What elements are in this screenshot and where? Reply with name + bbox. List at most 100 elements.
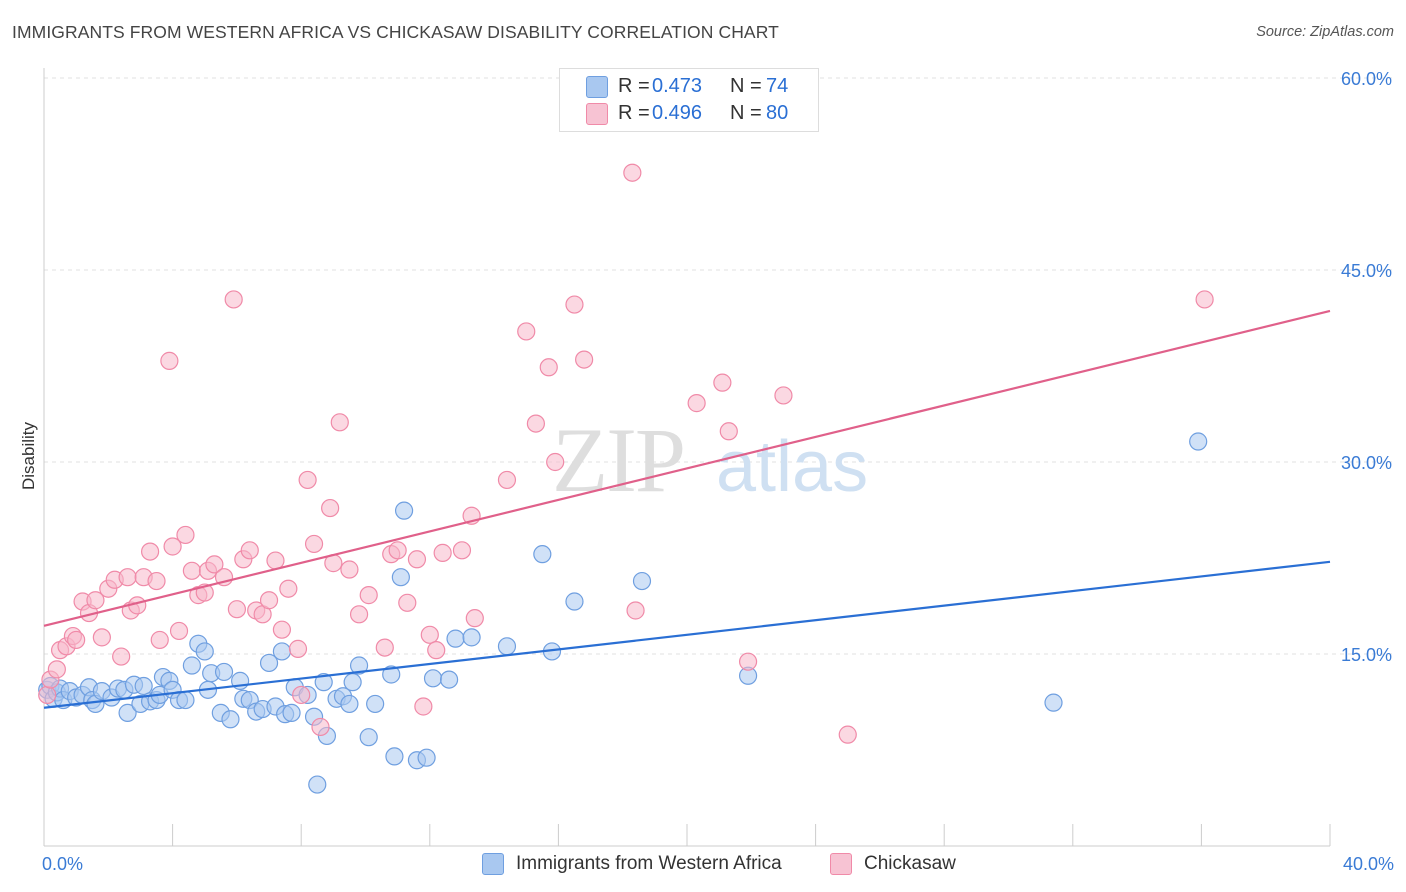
point-western-africa bbox=[423, 669, 443, 688]
legend-r-label: R = bbox=[618, 74, 650, 97]
y-tick-label: 60.0% bbox=[1341, 69, 1392, 89]
point-western-africa bbox=[1044, 693, 1063, 712]
point-western-africa bbox=[439, 670, 459, 689]
point-western-africa bbox=[214, 662, 234, 682]
legend-n-label: N = bbox=[730, 74, 762, 97]
chart-source: Source: ZipAtlas.com bbox=[1256, 24, 1394, 40]
point-chickasaw bbox=[575, 350, 594, 369]
point-chickasaw bbox=[112, 647, 131, 666]
bottom-legend-western-africa: Immigrants from Western Africa bbox=[482, 852, 782, 876]
point-chickasaw bbox=[205, 555, 224, 574]
point-chickasaw bbox=[163, 537, 182, 556]
point-chickasaw bbox=[150, 630, 169, 650]
point-chickasaw bbox=[565, 295, 584, 314]
point-chickasaw bbox=[340, 560, 359, 579]
watermark: ZIP atlas bbox=[552, 409, 868, 511]
trend-line-western-africa bbox=[43, 560, 1331, 709]
point-western-africa bbox=[221, 710, 240, 729]
point-western-africa bbox=[632, 571, 652, 591]
bottom-legend-label: Chickasaw bbox=[864, 853, 956, 874]
legend-n-label: N = bbox=[730, 101, 762, 124]
point-chickasaw bbox=[321, 498, 340, 518]
trend-line-chickasaw bbox=[43, 309, 1331, 627]
bottom-legend-swatch-blue bbox=[482, 853, 504, 875]
point-western-africa bbox=[282, 703, 301, 722]
point-chickasaw bbox=[176, 525, 195, 545]
bottom-legend-swatch-pink bbox=[830, 853, 852, 875]
point-chickasaw bbox=[266, 551, 285, 570]
point-western-africa bbox=[118, 703, 137, 722]
point-chickasaw bbox=[546, 452, 565, 472]
point-chickasaw bbox=[160, 351, 179, 370]
data-points bbox=[38, 163, 1214, 794]
point-chickasaw bbox=[259, 591, 279, 610]
point-western-africa bbox=[446, 629, 465, 648]
point-western-africa bbox=[359, 728, 378, 747]
point-western-africa bbox=[391, 568, 410, 587]
point-chickasaw bbox=[398, 593, 417, 612]
point-chickasaw bbox=[539, 358, 558, 377]
point-chickasaw bbox=[687, 394, 706, 413]
point-chickasaw bbox=[288, 639, 308, 658]
point-western-africa bbox=[417, 748, 436, 767]
point-chickasaw bbox=[240, 541, 259, 560]
point-chickasaw bbox=[433, 543, 452, 562]
point-chickasaw bbox=[626, 601, 645, 620]
point-western-africa bbox=[182, 656, 201, 675]
point-chickasaw bbox=[838, 725, 857, 744]
y-tick-label: 45.0% bbox=[1341, 261, 1392, 281]
y-axis-label: Disability bbox=[19, 421, 38, 490]
point-chickasaw bbox=[713, 373, 732, 392]
point-chickasaw bbox=[452, 541, 472, 560]
point-chickasaw bbox=[311, 717, 330, 737]
point-western-africa bbox=[533, 545, 552, 564]
point-chickasaw bbox=[147, 571, 166, 591]
legend-swatch-pink bbox=[586, 103, 608, 125]
point-chickasaw bbox=[774, 386, 793, 405]
point-chickasaw bbox=[182, 561, 201, 580]
point-western-africa bbox=[340, 694, 359, 714]
legend-n-value: 80 bbox=[766, 101, 789, 124]
axes bbox=[43, 68, 1331, 847]
point-chickasaw bbox=[38, 685, 57, 705]
legend-n-value: 74 bbox=[766, 74, 789, 97]
point-western-africa bbox=[366, 694, 385, 714]
point-western-africa bbox=[343, 673, 362, 692]
point-chickasaw bbox=[1195, 290, 1214, 309]
point-chickasaw bbox=[169, 621, 189, 641]
legend-swatch-blue bbox=[586, 76, 608, 98]
point-western-africa bbox=[349, 656, 369, 675]
x-tick-label: 40.0% bbox=[1343, 854, 1394, 874]
point-western-africa bbox=[272, 642, 292, 661]
point-chickasaw bbox=[298, 470, 317, 490]
point-western-africa bbox=[134, 676, 153, 696]
watermark-zip: ZIP bbox=[552, 409, 684, 511]
point-western-africa bbox=[176, 690, 195, 710]
y-tick-label: 15.0% bbox=[1341, 645, 1392, 665]
point-western-africa bbox=[195, 642, 214, 661]
point-western-africa bbox=[462, 628, 481, 647]
point-western-africa bbox=[259, 653, 279, 673]
legend-r-value: 0.473 bbox=[652, 74, 703, 97]
point-chickasaw bbox=[375, 638, 394, 657]
point-chickasaw bbox=[349, 605, 369, 624]
point-chickasaw bbox=[526, 414, 545, 433]
point-chickasaw bbox=[292, 685, 311, 705]
bottom-legend-chickasaw: Chickasaw bbox=[830, 852, 956, 876]
chart-title: IMMIGRANTS FROM WESTERN AFRICA VS CHICKA… bbox=[12, 22, 779, 42]
point-chickasaw bbox=[67, 630, 86, 650]
point-chickasaw bbox=[719, 422, 738, 441]
point-chickasaw bbox=[279, 579, 298, 598]
legend-r-value: 0.496 bbox=[652, 101, 703, 124]
point-chickasaw bbox=[47, 660, 66, 679]
point-chickasaw bbox=[330, 413, 349, 432]
point-chickasaw bbox=[118, 568, 137, 587]
point-western-africa bbox=[394, 501, 414, 520]
point-western-africa bbox=[314, 673, 333, 692]
y-tick-label: 30.0% bbox=[1341, 453, 1392, 473]
watermark-atlas: atlas bbox=[716, 427, 868, 507]
x-tick-label: 0.0% bbox=[42, 854, 83, 874]
point-chickasaw bbox=[414, 697, 433, 716]
point-chickasaw bbox=[304, 534, 324, 554]
point-chickasaw bbox=[224, 290, 243, 309]
